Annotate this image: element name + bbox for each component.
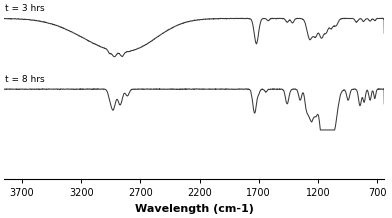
X-axis label: Wavelength (cm-1): Wavelength (cm-1) [135, 204, 254, 214]
Text: t = 8 hrs: t = 8 hrs [5, 75, 45, 84]
Text: t = 3 hrs: t = 3 hrs [5, 4, 45, 13]
